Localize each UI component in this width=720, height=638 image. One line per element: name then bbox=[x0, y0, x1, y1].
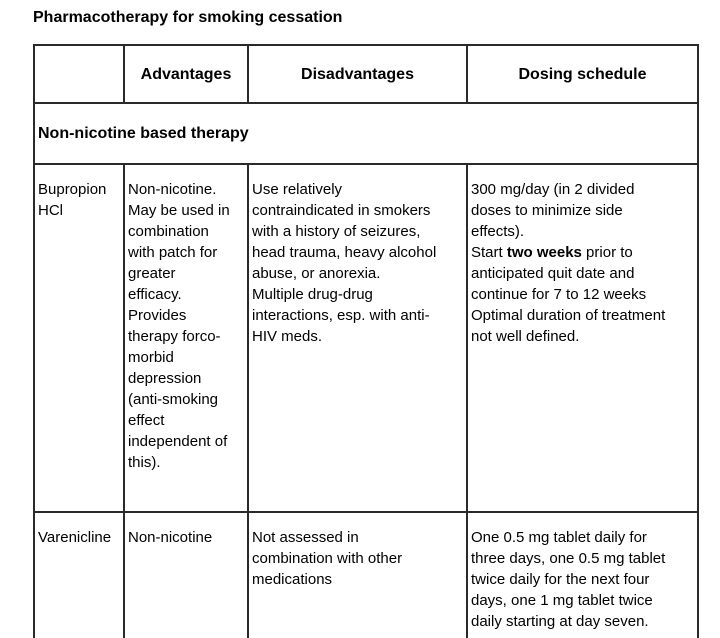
table-row-bupropion: Bupropion HCl Non-nicotine. May be used in… bbox=[33, 163, 699, 513]
disadvantages-cell: Not assessed in combination with other med… bbox=[247, 511, 468, 638]
table-row-varenicline: Varenicline Non-nicotine Not assessed in… bbox=[33, 511, 699, 638]
column-header-advantages: Advantages bbox=[123, 44, 249, 104]
advantages-cell: Non-nicotine bbox=[123, 511, 249, 638]
section-header-cell: Non-nicotine based therapy bbox=[33, 102, 699, 165]
table-header-row: Advantages Disadvantages Dosing schedule bbox=[33, 44, 699, 104]
page-title: Pharmacotherapy for smoking cessation bbox=[33, 9, 343, 26]
column-header-disadvantages: Disadvantages bbox=[247, 44, 468, 104]
drug-name-cell: Varenicline bbox=[33, 511, 125, 638]
dosing-schedule-cell: One 0.5 mg tablet daily for three days, o… bbox=[466, 511, 699, 638]
disadvantages-cell: Use relatively contraindicated in smokers… bbox=[247, 163, 468, 513]
advantages-cell: Non-nicotine. May be used in combination wi… bbox=[123, 163, 249, 513]
section-header-row: Non-nicotine based therapy bbox=[33, 102, 699, 165]
pharmacotherapy-table: Advantages Disadvantages Dosing schedule… bbox=[33, 44, 699, 638]
column-header-drug bbox=[33, 44, 125, 104]
drug-name-cell: Bupropion HCl bbox=[33, 163, 125, 513]
dosing-schedule-cell: 300 mg/day (in 2 divided doses to minimiz… bbox=[466, 163, 699, 513]
column-header-dosing-schedule: Dosing schedule bbox=[466, 44, 699, 104]
